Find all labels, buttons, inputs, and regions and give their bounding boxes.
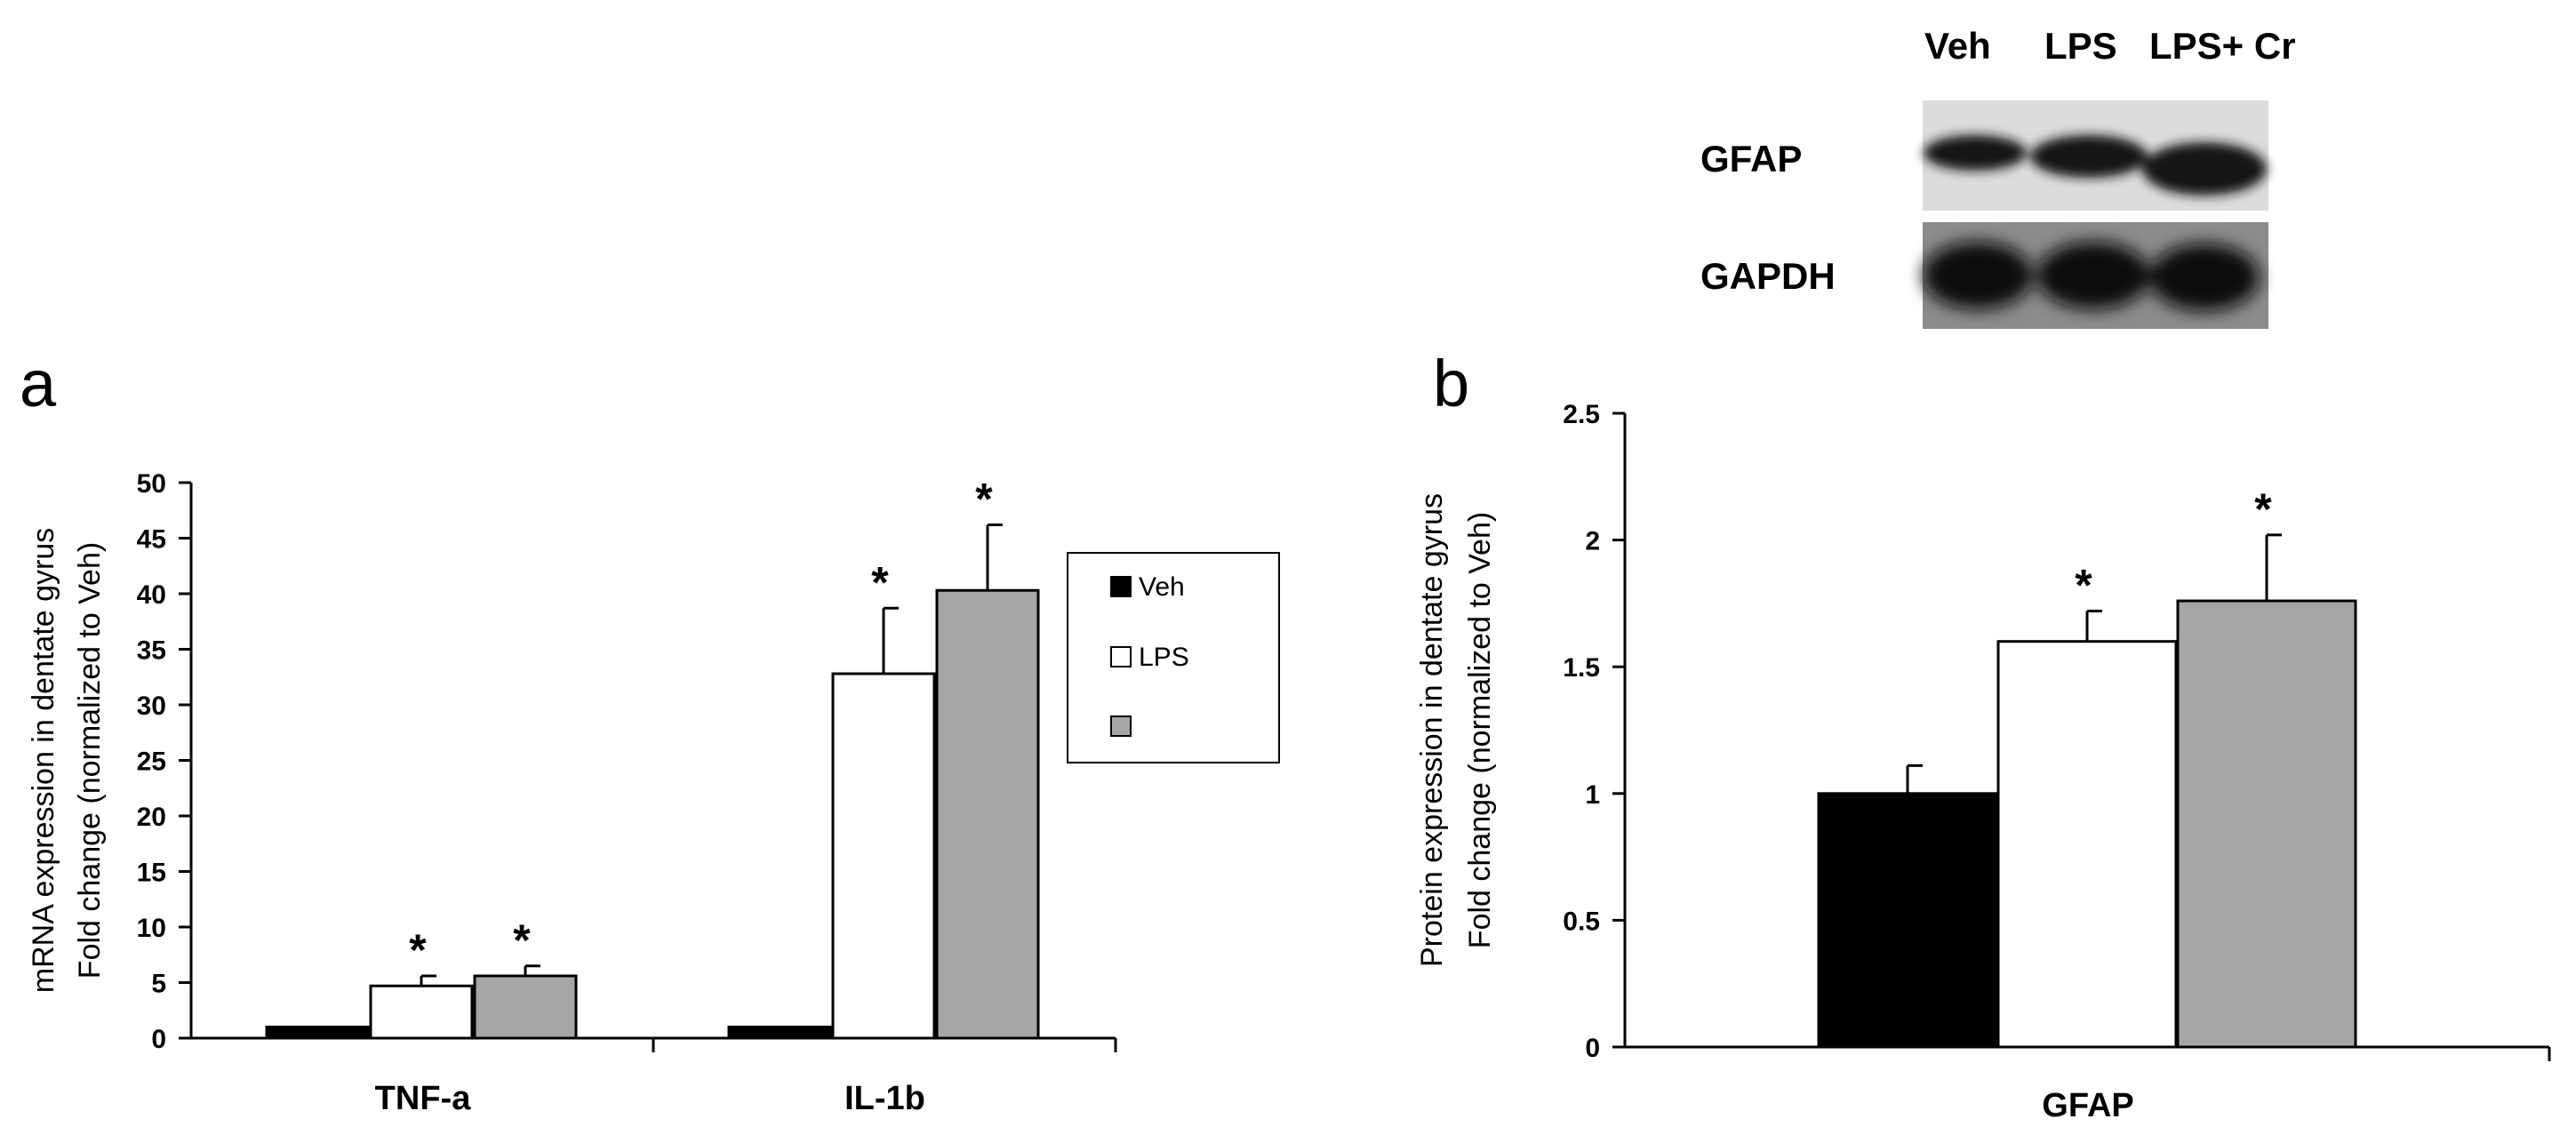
- bar: [369, 984, 474, 1040]
- legend-item-lps: LPS: [1110, 643, 1189, 672]
- y-tick-label: 30: [137, 691, 166, 721]
- panel-label-a: a: [20, 347, 57, 420]
- y-tick-label: 50: [137, 469, 166, 499]
- blot-lane-label-veh: Veh: [1924, 25, 1991, 67]
- y-axis-label: mRNA expression in dentate gyrus: [27, 528, 60, 993]
- y-tick-label: 35: [137, 636, 166, 666]
- blot-band: [2149, 244, 2260, 311]
- y-tick-label: 5: [151, 970, 166, 999]
- y-tick-label: 1: [1585, 780, 1600, 810]
- bar: [265, 1026, 370, 1040]
- y-tick-label: 45: [137, 525, 166, 555]
- y-tick-label: 0.5: [1563, 907, 1600, 936]
- y-tick-label: 0: [151, 1025, 166, 1054]
- significance-marker: *: [409, 925, 427, 975]
- significance-marker: *: [975, 475, 993, 524]
- panel-label-b: b: [1433, 347, 1469, 420]
- y-tick-label: 2.5: [1563, 400, 1600, 429]
- blot-band: [1923, 242, 2033, 309]
- x-category-label: GFAP: [2042, 1087, 2133, 1124]
- legend-swatch-veh: [1110, 576, 1132, 597]
- y-axis-label: Fold change (normalized to Veh): [73, 542, 107, 979]
- blot-band: [2142, 142, 2267, 196]
- blot-lane-label-lps-cr: LPS+ Cr: [2149, 25, 2296, 67]
- legend-box: [1067, 552, 1280, 763]
- y-tick-label: 2: [1585, 527, 1600, 556]
- chart-a: 0 5 10 15 20 25 30 35 40 45 50 * * TNF-a * * IL-1b mRNA e…: [27, 469, 1117, 1117]
- blot-gfap-bands: [1924, 135, 2267, 196]
- bar: [935, 588, 1040, 1040]
- legend-label-veh: Veh: [1139, 572, 1185, 602]
- x-category-label: IL-1b: [844, 1080, 925, 1117]
- blot-row-label-gapdh: GAPDH: [1700, 255, 1836, 297]
- bar: [473, 974, 578, 1040]
- blot-band: [2030, 135, 2148, 178]
- bar: [1996, 640, 2178, 1049]
- blot-band: [1924, 135, 2027, 171]
- legend-swatch-lps-cr: [1110, 715, 1132, 737]
- blot-band: [2036, 242, 2150, 309]
- bar: [2176, 599, 2357, 1049]
- y-tick-label: 25: [137, 747, 166, 777]
- legend-item-veh: Veh: [1110, 572, 1185, 602]
- y-tick-label: 0: [1585, 1034, 1600, 1063]
- blot-row-label-gfap: GFAP: [1700, 138, 1803, 180]
- y-tick-label: 10: [137, 914, 166, 943]
- legend-swatch-lps: [1110, 646, 1132, 667]
- significance-marker: *: [2075, 560, 2092, 610]
- significance-marker: *: [2254, 484, 2272, 534]
- y-tick-label: 20: [137, 803, 166, 832]
- y-axis-label: Fold change (normalized to Veh): [1463, 512, 1497, 948]
- blot-image: [1923, 100, 2268, 329]
- y-tick-label: 15: [137, 859, 166, 888]
- blot-gapdh-bands: [1923, 242, 2260, 311]
- y-axis-label: Protein expression in dentate gyrus: [1415, 493, 1449, 967]
- blot-lane-label-lps: LPS: [2044, 25, 2117, 67]
- legend-label-lps: LPS: [1139, 643, 1189, 672]
- bar: [727, 1026, 832, 1040]
- chart-b: 0 0.5 1 1.5 2 2.5 * * GFAP Protein expression in …: [1415, 400, 2551, 1124]
- y-tick-label: 1.5: [1563, 653, 1600, 683]
- significance-marker: *: [871, 557, 889, 607]
- bar: [1817, 792, 1998, 1049]
- significance-marker: *: [513, 915, 531, 965]
- x-category-label: TNF-a: [375, 1080, 472, 1117]
- y-tick-label: 40: [137, 580, 166, 610]
- bar: [831, 672, 936, 1040]
- legend-item-lps-cr: [1110, 715, 1132, 737]
- legend: Veh LPS: [1067, 552, 1280, 763]
